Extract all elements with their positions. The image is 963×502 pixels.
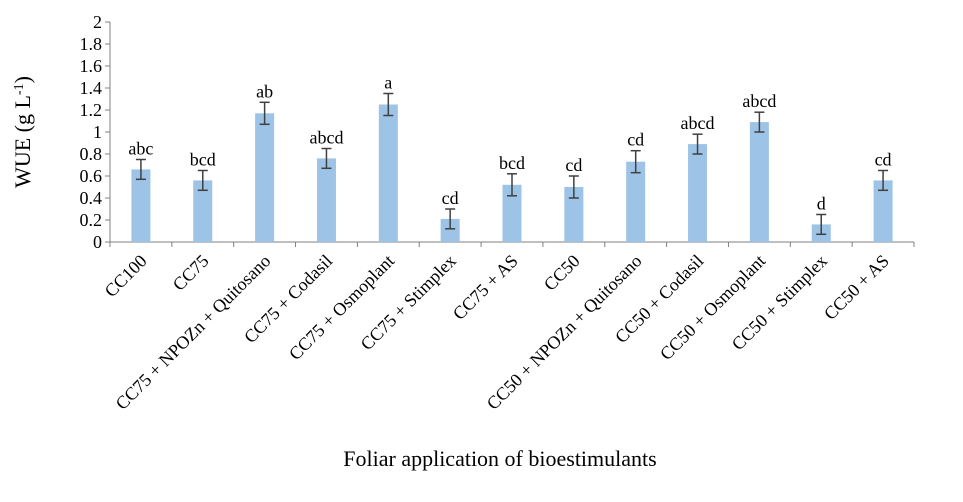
significance-label: bcd — [190, 150, 216, 170]
category-label: CC75 + Osmoplant — [285, 251, 398, 364]
category-label: CC75 + AS — [449, 251, 522, 324]
x-axis-title: Foliar application of bioestimulants — [343, 446, 656, 471]
significance-label: cd — [442, 188, 459, 208]
significance-label: abcd — [309, 128, 343, 148]
y-tick-label: 1.2 — [80, 100, 103, 120]
y-tick-label: 2 — [93, 12, 102, 32]
significance-label: cd — [565, 155, 582, 175]
bar — [502, 184, 522, 242]
y-tick-label: 0.8 — [80, 144, 103, 164]
bar — [316, 158, 336, 242]
bar — [564, 187, 584, 242]
significance-labels: abc bcd ab abcd a cd bcd cd cd abcd abcd d cd — [128, 73, 891, 214]
bars — [131, 104, 893, 242]
bar — [440, 218, 460, 242]
y-axis-title: WUE (g L-1) — [10, 76, 35, 188]
bar — [626, 161, 646, 242]
y-axis: 00.20.40.60.811.21.41.61.82 — [80, 12, 111, 252]
category-label: CC50 — [540, 251, 584, 295]
significance-label: cd — [875, 150, 892, 170]
significance-label: d — [817, 194, 826, 214]
significance-label: cd — [627, 130, 644, 150]
significance-label: bcd — [499, 153, 525, 173]
category-label: CC50 + Osmoplant — [656, 251, 769, 364]
y-tick-label: 0.4 — [80, 188, 103, 208]
error-bars — [135, 92, 889, 236]
bar — [131, 169, 151, 242]
bar — [378, 104, 398, 242]
significance-label: ab — [256, 81, 273, 101]
significance-label: a — [384, 73, 392, 93]
bar — [749, 122, 769, 242]
category-label: CC50 + AS — [820, 251, 893, 324]
y-tick-label: 1.8 — [80, 34, 103, 54]
y-axis-title-superscript: -1 — [12, 83, 27, 95]
category-label: CC75 — [169, 251, 213, 295]
y-tick-label: 0 — [93, 232, 102, 252]
y-tick-label: 0.2 — [80, 210, 103, 230]
y-tick-label: 1.6 — [80, 56, 103, 76]
bar — [193, 180, 213, 242]
y-tick-label: 1.4 — [80, 78, 103, 98]
bar — [255, 113, 275, 242]
bar — [873, 180, 893, 242]
y-tick-label: 1 — [93, 122, 102, 142]
significance-label: abcd — [681, 113, 715, 133]
bar — [688, 144, 708, 242]
category-label: CC100 — [101, 251, 151, 301]
significance-label: abcd — [742, 91, 776, 111]
x-axis — [109, 241, 915, 247]
significance-label: abc — [128, 139, 153, 159]
y-tick-label: 0.6 — [80, 166, 103, 186]
